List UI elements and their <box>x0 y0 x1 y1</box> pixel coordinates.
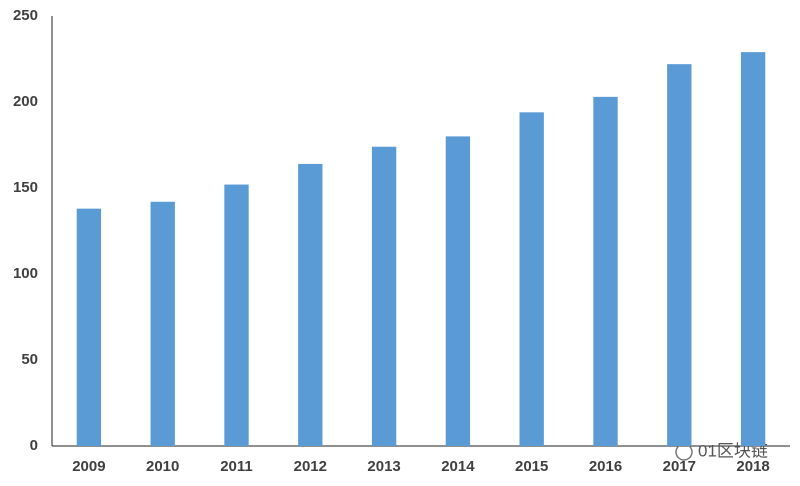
x-tick-label: 2013 <box>367 458 400 475</box>
x-tick-label: 2015 <box>515 458 548 475</box>
y-tick-label: 150 <box>13 179 38 196</box>
bar <box>150 201 175 446</box>
bar <box>224 184 249 446</box>
x-tick-label: 2017 <box>663 458 696 475</box>
x-tick-label: 2010 <box>146 458 179 475</box>
y-tick-label: 200 <box>13 93 38 110</box>
bar <box>667 64 692 446</box>
bar <box>76 208 102 446</box>
y-tick-label: 100 <box>13 265 38 282</box>
y-tick-label: 250 <box>13 7 38 24</box>
x-tick-label: 2012 <box>294 458 327 475</box>
y-tick-label: 50 <box>21 351 38 368</box>
bar <box>593 96 618 446</box>
y-tick-label: 0 <box>30 437 38 454</box>
x-tick-label: 2009 <box>72 458 105 475</box>
x-tick-label: 2014 <box>441 458 475 475</box>
watermark: 01区块链 <box>698 441 768 460</box>
bar <box>519 112 544 446</box>
bar <box>298 163 323 447</box>
bar <box>371 146 397 446</box>
x-tick-label: 2018 <box>736 458 769 475</box>
x-tick-label: 2016 <box>589 458 622 475</box>
bar <box>740 52 766 447</box>
bar <box>445 136 471 446</box>
x-tick-label: 2011 <box>220 458 253 475</box>
